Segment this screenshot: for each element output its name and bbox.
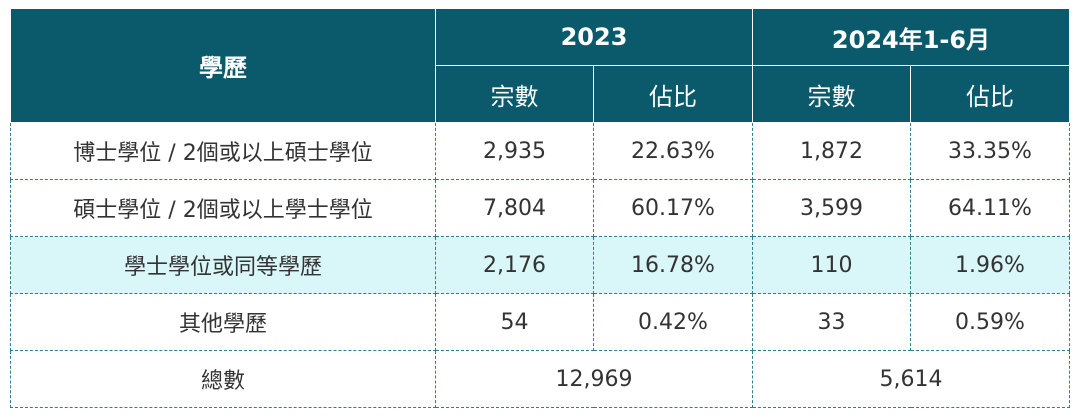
table-row-total: 總數 12,969 5,614 [10, 350, 1070, 408]
row-education: 其他學歷 [10, 293, 436, 351]
row-share-2024: 64.11% [910, 179, 1070, 237]
row-count-2023: 2,176 [435, 236, 594, 294]
row-count-2024: 1,872 [752, 122, 911, 180]
table-row: 其他學歷 54 0.42% 33 0.59% [10, 293, 1070, 351]
row-count-2024: 3,599 [752, 179, 911, 237]
row-share-2023: 22.63% [593, 122, 753, 180]
table-row: 博士學位 / 2個或以上碩士學位 2,935 22.63% 1,872 33.3… [10, 122, 1070, 180]
header-count-2023: 宗數 [435, 65, 594, 123]
header-share-2024: 佔比 [910, 65, 1070, 123]
header-share-2023: 佔比 [593, 65, 753, 123]
row-count-2024: 33 [752, 293, 911, 351]
row-count-2024: 110 [752, 236, 911, 294]
row-share-2023: 16.78% [593, 236, 753, 294]
row-education: 碩士學位 / 2個或以上學士學位 [10, 179, 436, 237]
row-share-2024: 0.59% [910, 293, 1070, 351]
table-container: 學歷 2023 2024年1-6月 宗數 佔比 宗數 佔比 博士學位 / 2個或… [10, 8, 1070, 408]
header-education: 學歷 [10, 8, 436, 123]
total-2023: 12,969 [435, 350, 753, 408]
header-year-2024: 2024年1-6月 [752, 8, 1070, 66]
row-share-2023: 0.42% [593, 293, 753, 351]
row-count-2023: 7,804 [435, 179, 594, 237]
row-share-2024: 1.96% [910, 236, 1070, 294]
table-row-highlighted: 學士學位或同等學歷 2,176 16.78% 110 1.96% [10, 236, 1070, 294]
row-share-2024: 33.35% [910, 122, 1070, 180]
total-2024: 5,614 [752, 350, 1070, 408]
row-share-2023: 60.17% [593, 179, 753, 237]
header-count-2024: 宗數 [752, 65, 911, 123]
header-year-2023: 2023 [435, 8, 753, 66]
row-education: 學士學位或同等學歷 [10, 236, 436, 294]
row-education: 博士學位 / 2個或以上碩士學位 [10, 122, 436, 180]
row-count-2023: 54 [435, 293, 594, 351]
row-count-2023: 2,935 [435, 122, 594, 180]
table-row: 碩士學位 / 2個或以上學士學位 7,804 60.17% 3,599 64.1… [10, 179, 1070, 237]
total-label: 總數 [10, 350, 436, 408]
education-stats-table: 學歷 2023 2024年1-6月 宗數 佔比 宗數 佔比 博士學位 / 2個或… [10, 8, 1070, 408]
